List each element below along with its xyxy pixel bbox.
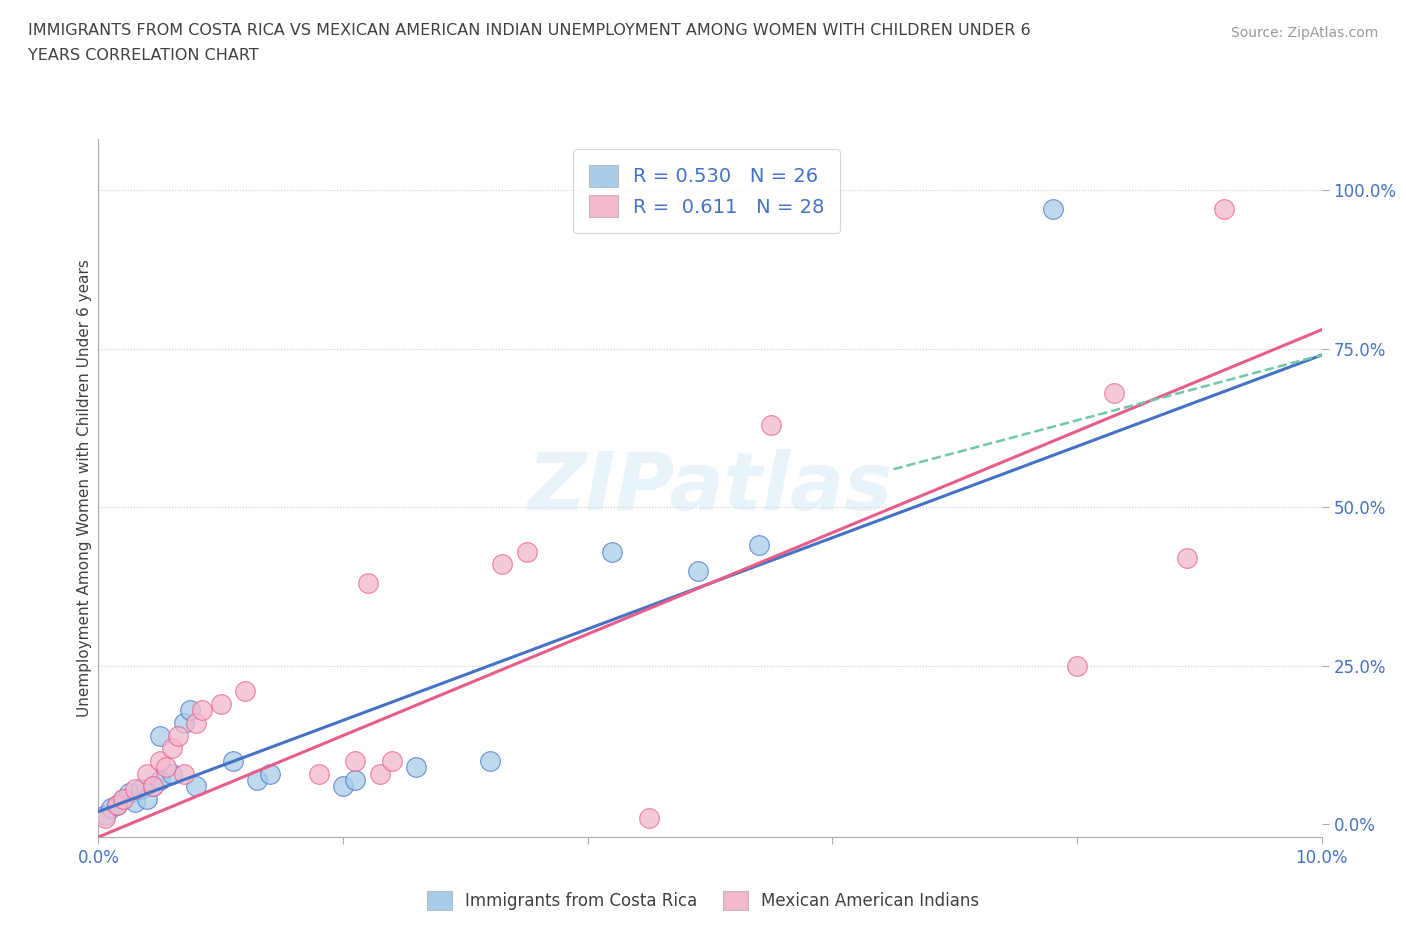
Text: ZIPatlas: ZIPatlas xyxy=(527,449,893,527)
Point xyxy=(600,544,623,559)
Point xyxy=(381,753,404,768)
Point xyxy=(149,773,172,788)
Point xyxy=(136,766,159,781)
Point xyxy=(478,753,501,768)
Point xyxy=(209,697,232,711)
Point xyxy=(246,773,269,788)
Point xyxy=(93,807,115,822)
Point xyxy=(332,778,354,793)
Point xyxy=(686,564,709,578)
Point xyxy=(191,703,214,718)
Point xyxy=(124,794,146,809)
Text: Source: ZipAtlas.com: Source: ZipAtlas.com xyxy=(1230,26,1378,40)
Point xyxy=(356,576,378,591)
Point xyxy=(105,798,128,813)
Point xyxy=(111,791,134,806)
Point xyxy=(129,782,152,797)
Point xyxy=(124,782,146,797)
Point xyxy=(149,728,172,743)
Point xyxy=(160,766,183,781)
Point xyxy=(118,785,141,800)
Point xyxy=(761,418,783,432)
Point xyxy=(173,715,195,730)
Point xyxy=(637,811,661,826)
Point xyxy=(186,715,208,730)
Point xyxy=(1066,658,1088,673)
Point xyxy=(160,741,183,756)
Y-axis label: Unemployment Among Women with Children Under 6 years: Unemployment Among Women with Children U… xyxy=(77,259,91,717)
Point xyxy=(1102,386,1125,401)
Point xyxy=(173,766,195,781)
Legend: Immigrants from Costa Rica, Mexican American Indians: Immigrants from Costa Rica, Mexican Amer… xyxy=(420,884,986,917)
Point xyxy=(93,811,115,826)
Point xyxy=(111,791,134,806)
Point xyxy=(142,778,165,793)
Point xyxy=(748,538,770,552)
Point xyxy=(368,766,391,781)
Point xyxy=(155,760,177,775)
Point xyxy=(186,778,208,793)
Point xyxy=(136,791,159,806)
Point xyxy=(308,766,330,781)
Point xyxy=(344,753,367,768)
Point xyxy=(167,728,190,743)
Point xyxy=(516,544,538,559)
Point xyxy=(179,703,201,718)
Point xyxy=(233,684,256,698)
Point xyxy=(1175,551,1198,565)
Point xyxy=(405,760,427,775)
Point xyxy=(222,753,245,768)
Point xyxy=(105,798,128,813)
Legend: R = 0.530   N = 26, R =  0.611   N = 28: R = 0.530 N = 26, R = 0.611 N = 28 xyxy=(574,149,841,233)
Text: YEARS CORRELATION CHART: YEARS CORRELATION CHART xyxy=(28,48,259,63)
Point xyxy=(344,773,367,788)
Point xyxy=(1212,202,1234,217)
Text: IMMIGRANTS FROM COSTA RICA VS MEXICAN AMERICAN INDIAN UNEMPLOYMENT AMONG WOMEN W: IMMIGRANTS FROM COSTA RICA VS MEXICAN AM… xyxy=(28,23,1031,38)
Point xyxy=(149,753,172,768)
Point xyxy=(259,766,281,781)
Point xyxy=(1042,202,1064,217)
Point xyxy=(491,557,513,572)
Point xyxy=(100,801,122,816)
Point xyxy=(142,778,165,793)
